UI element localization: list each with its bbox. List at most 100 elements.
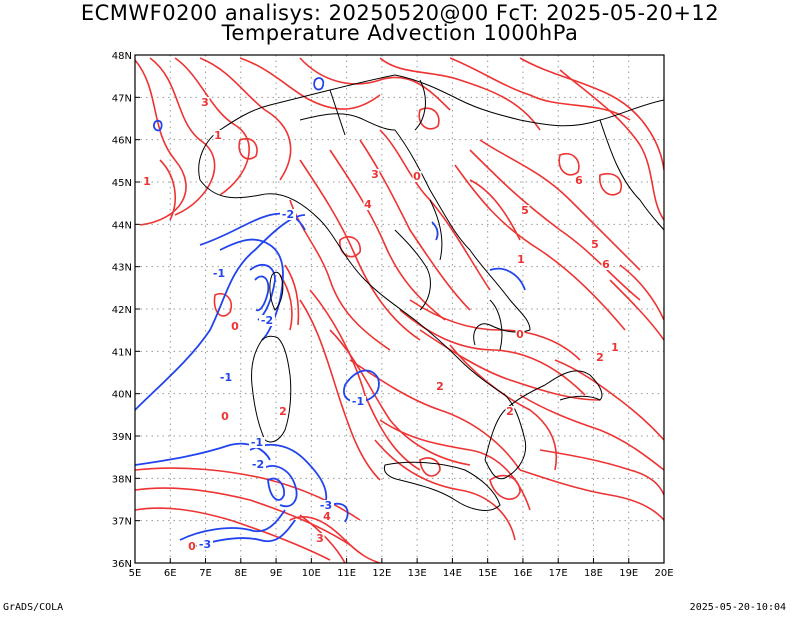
lon-tick-label: 8E bbox=[234, 568, 247, 579]
contour-label: 0 bbox=[221, 410, 229, 423]
lat-tick-label: 48N bbox=[112, 51, 132, 62]
contour-label-bg bbox=[220, 411, 230, 422]
footer-timestamp: 2025-05-20-10:04 bbox=[689, 602, 786, 613]
contour-label: -1 bbox=[213, 267, 225, 280]
contour-label: -1 bbox=[352, 395, 364, 408]
contour-label-bg bbox=[412, 171, 422, 182]
contour-label-bg bbox=[370, 169, 380, 180]
lon-tick-label: 14E bbox=[443, 568, 462, 579]
contour-label: 2 bbox=[279, 405, 287, 418]
contour-label: -1 bbox=[220, 371, 232, 384]
lat-tick-label: 36N bbox=[112, 559, 132, 570]
contour-label-bg bbox=[350, 396, 366, 407]
contour-label-bg bbox=[318, 500, 334, 511]
contour-label: 1 bbox=[214, 129, 222, 142]
contour-label-bg bbox=[363, 199, 373, 210]
lon-tick-label: 6E bbox=[164, 568, 177, 579]
contour-label-bg bbox=[505, 406, 515, 417]
contour-label: 3 bbox=[371, 168, 379, 181]
lon-tick-label: 17E bbox=[549, 568, 568, 579]
contour-label: 6 bbox=[602, 258, 610, 271]
contour-label: -3 bbox=[199, 538, 211, 551]
lon-tick-label: 20E bbox=[654, 568, 673, 579]
lon-tick-label: 18E bbox=[584, 568, 603, 579]
contour-label: 1 bbox=[611, 341, 619, 354]
map-title-line1: ECMWF0200 analisys: 20250520@00 FcT: 202… bbox=[80, 1, 720, 25]
lat-tick-label: 41N bbox=[112, 347, 132, 358]
contour-label-bg bbox=[200, 97, 210, 108]
lat-tick-label: 42N bbox=[112, 305, 132, 316]
contour-label: 3 bbox=[201, 96, 209, 109]
contour-label-bg bbox=[230, 321, 240, 332]
lon-tick-label: 13E bbox=[408, 568, 427, 579]
contour-label-bg bbox=[322, 511, 332, 522]
lon-tick-label: 12E bbox=[372, 568, 391, 579]
contour-label-bg bbox=[574, 175, 584, 186]
contour-label-bg bbox=[515, 329, 525, 340]
contour-label-bg bbox=[250, 459, 266, 470]
lat-tick-label: 45N bbox=[112, 178, 132, 189]
contour-label-bg bbox=[610, 342, 620, 353]
contour-label-bg bbox=[142, 176, 152, 187]
contour-label: 1 bbox=[143, 175, 151, 188]
contour-label: 0 bbox=[516, 328, 524, 341]
lat-tick-label: 37N bbox=[112, 517, 132, 528]
contour-label-bg bbox=[218, 372, 234, 383]
contour-label-bg bbox=[315, 533, 325, 544]
contour-label-bg bbox=[187, 541, 197, 552]
map-title-line2: Temperature Advection 1000hPa bbox=[221, 21, 579, 45]
coastlines bbox=[198, 74, 664, 511]
contour-label: 5 bbox=[521, 204, 529, 217]
contour-label: -3 bbox=[320, 499, 332, 512]
lat-tick-label: 44N bbox=[112, 220, 132, 231]
contour-label-bg bbox=[280, 209, 296, 220]
contour-label-bg bbox=[595, 352, 605, 363]
lat-tick-label: 47N bbox=[112, 93, 132, 104]
lon-tick-label: 19E bbox=[619, 568, 638, 579]
contour-label: 0 bbox=[413, 170, 421, 183]
contour-label: 3 bbox=[316, 532, 324, 545]
contour-label: 6 bbox=[575, 174, 583, 187]
contour-label-bg bbox=[259, 315, 275, 326]
lat-tick-label: 39N bbox=[112, 432, 132, 443]
contour-label: 0 bbox=[231, 320, 239, 333]
contour-label-bg bbox=[516, 254, 526, 265]
lon-tick-label: 15E bbox=[478, 568, 497, 579]
contour-label-bg bbox=[197, 539, 213, 550]
contour-label-bg bbox=[520, 205, 530, 216]
lon-tick-label: 7E bbox=[199, 568, 212, 579]
contour-label: -2 bbox=[261, 314, 273, 327]
graticule bbox=[135, 55, 664, 563]
contour-label: -1 bbox=[251, 436, 263, 449]
footer-software: GrADS/COLA bbox=[3, 602, 64, 613]
axis-ticks: 5E 6E 7E 8E 9E 10E 11E 12E 13E 14E 15E 16E 17E 18E 19E… bbox=[112, 51, 674, 579]
contour-label-bg bbox=[278, 406, 288, 417]
lat-tick-label: 46N bbox=[112, 136, 132, 147]
lon-tick-label: 9E bbox=[270, 568, 283, 579]
contour-label: 4 bbox=[323, 510, 331, 523]
contour-label: 2 bbox=[506, 405, 514, 418]
contour-label: 1 bbox=[517, 253, 525, 266]
lat-tick-label: 43N bbox=[112, 263, 132, 274]
contour-label: -2 bbox=[282, 208, 294, 221]
contour-label-bg bbox=[435, 381, 445, 392]
contour-label-bg bbox=[601, 259, 611, 270]
contour-label: 4 bbox=[364, 198, 372, 211]
contour-label: 0 bbox=[188, 540, 196, 553]
contour-field bbox=[135, 57, 664, 563]
lon-tick-label: 11E bbox=[337, 568, 356, 579]
lat-tick-label: 38N bbox=[112, 474, 132, 485]
lat-tick-label: 40N bbox=[112, 390, 132, 401]
contour-label-bg bbox=[249, 437, 265, 448]
contour-label-bg bbox=[211, 268, 227, 279]
contour-label: 2 bbox=[596, 351, 604, 364]
lon-tick-label: 5E bbox=[129, 568, 142, 579]
lon-tick-label: 10E bbox=[302, 568, 321, 579]
contour-label: 2 bbox=[436, 380, 444, 393]
lon-tick-label: 16E bbox=[513, 568, 532, 579]
contour-label: -2 bbox=[252, 458, 264, 471]
contour-label-bg bbox=[213, 130, 223, 141]
contour-label-bg bbox=[590, 239, 600, 250]
